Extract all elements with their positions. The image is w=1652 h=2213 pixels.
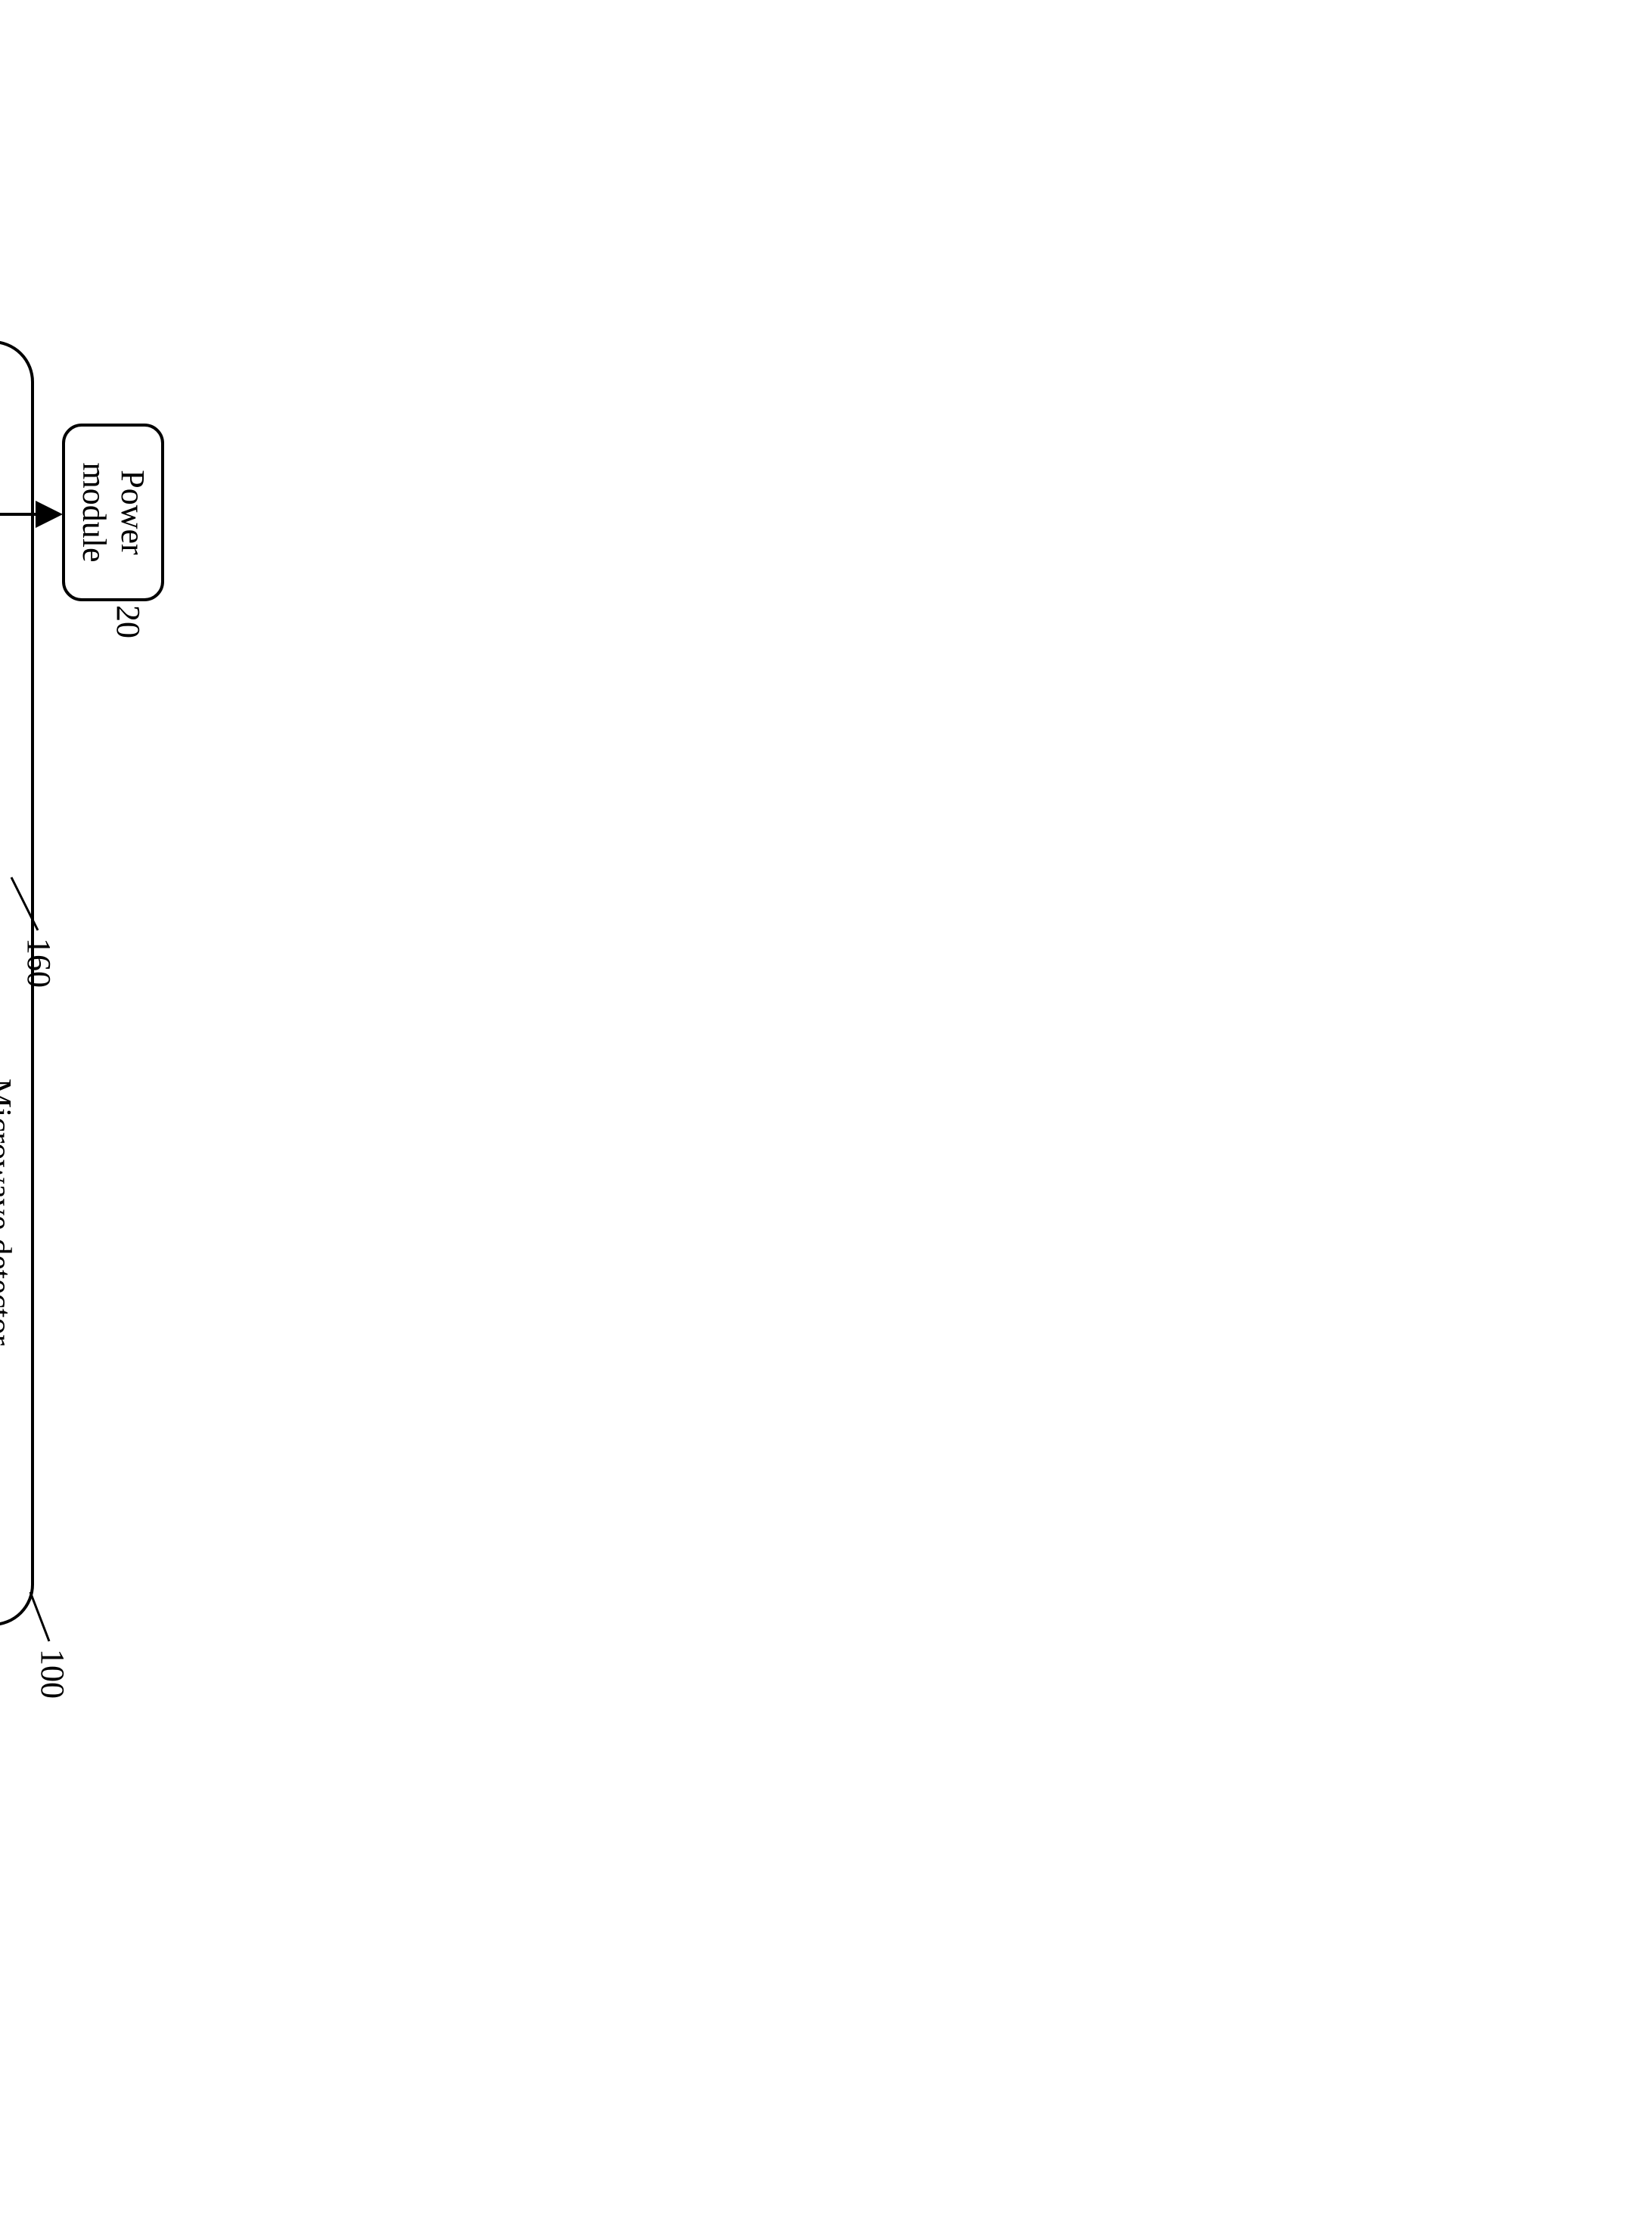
ref-130: 130: [0, 1615, 2, 1665]
ref-160: 160: [20, 938, 58, 988]
microwave-detector-label: Microwave detector: [0, 1074, 19, 1350]
ref-20: 20: [109, 605, 148, 638]
power-module-block: Powermodule: [62, 424, 164, 601]
power-module-label: Powermodule: [75, 463, 151, 563]
ref-100: 100: [33, 1649, 72, 1699]
